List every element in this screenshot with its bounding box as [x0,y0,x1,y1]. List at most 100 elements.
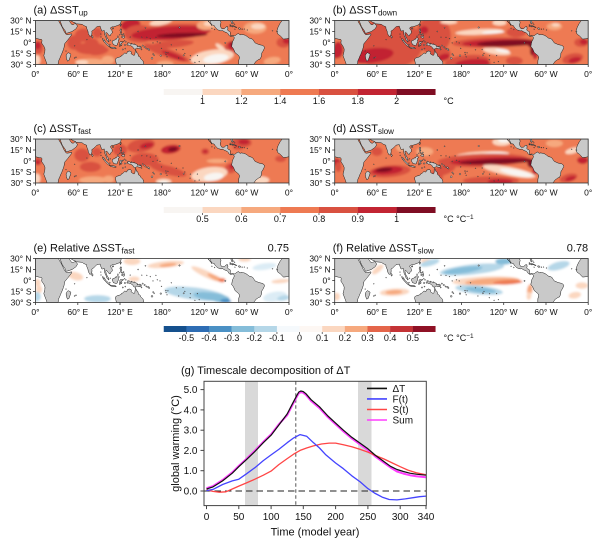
svg-text:60° W: 60° W [235,69,258,79]
svg-text:1.0: 1.0 [184,466,198,477]
svg-text:0°: 0° [23,275,31,285]
svg-text:-0.5: -0.5 [179,333,195,343]
svg-text:15° N: 15° N [309,264,330,274]
svg-text:60° W: 60° W [534,187,557,197]
svg-text:180°: 180° [453,69,471,79]
svg-text:120° W: 120° W [490,307,518,317]
svg-text:60° E: 60° E [366,69,387,79]
svg-text:60° W: 60° W [534,307,557,317]
svg-text:150: 150 [295,512,312,523]
svg-text:1: 1 [394,214,399,224]
svg-text:2.0: 2.0 [184,446,198,457]
svg-text:340: 340 [418,512,435,523]
svg-text:100: 100 [263,512,280,523]
svg-text:0°: 0° [31,307,39,317]
svg-text:(g) Timescale decomposition of: (g) Timescale decomposition of ΔT [181,365,351,377]
svg-text:0.7: 0.7 [274,214,287,224]
svg-text:1.6: 1.6 [313,96,326,106]
svg-text:120° W: 120° W [490,69,518,79]
svg-text:30° N: 30° N [10,134,31,144]
svg-text:Time (model year): Time (model year) [271,527,360,539]
svg-text:120° W: 120° W [191,307,219,317]
svg-text:(a) ΔSSTup: (a) ΔSSTup [34,5,89,18]
svg-text:180°: 180° [453,307,471,317]
svg-text:1.4: 1.4 [274,96,287,106]
svg-text:15° S: 15° S [11,286,32,296]
svg-text:(c) ΔSSTfast: (c) ΔSSTfast [34,123,92,136]
svg-text:5.0: 5.0 [184,385,198,396]
svg-text:180°: 180° [453,187,471,197]
svg-text:0°: 0° [323,275,331,285]
svg-text:15° S: 15° S [310,167,331,177]
svg-text:60° E: 60° E [67,187,88,197]
svg-text:15° N: 15° N [10,26,31,36]
svg-text:0.2: 0.2 [339,333,352,343]
svg-text:0.9: 0.9 [352,214,365,224]
svg-text:60° E: 60° E [366,187,387,197]
svg-text:15° S: 15° S [310,286,331,296]
svg-text:15° N: 15° N [10,145,31,155]
svg-text:0°: 0° [584,69,592,79]
svg-text:60° W: 60° W [235,187,258,197]
svg-text:°C °C−1: °C °C−1 [444,214,474,224]
svg-text:0°: 0° [584,307,592,317]
svg-text:-0.4: -0.4 [201,333,217,343]
svg-text:30° S: 30° S [11,297,32,307]
svg-text:120° E: 120° E [406,69,432,79]
svg-text:(f) Relative ΔSSTslow: (f) Relative ΔSSTslow [333,243,434,256]
svg-text:2: 2 [394,96,399,106]
svg-text:0°: 0° [331,307,339,317]
svg-text:0°: 0° [23,37,31,47]
svg-text:120° E: 120° E [107,187,133,197]
svg-text:°C °C−1: °C °C−1 [444,333,474,343]
svg-text:30° N: 30° N [309,134,330,144]
svg-text:15° N: 15° N [309,26,330,36]
svg-text:180°: 180° [153,69,171,79]
svg-text:30° N: 30° N [309,253,330,263]
svg-text:0.5: 0.5 [407,333,420,343]
svg-text:0.75: 0.75 [268,243,289,255]
svg-text:°C: °C [444,96,455,106]
svg-text:0°: 0° [331,187,339,197]
svg-text:0.4: 0.4 [384,333,397,343]
svg-text:3.0: 3.0 [184,426,198,437]
svg-text:0°: 0° [285,69,293,79]
svg-text:180°: 180° [153,187,171,197]
svg-text:30° N: 30° N [309,15,330,25]
svg-text:30° S: 30° S [11,178,32,188]
svg-text:-0.1: -0.1 [269,333,285,343]
svg-text:1.8: 1.8 [352,96,365,106]
svg-text:0.1: 0.1 [316,333,329,343]
svg-text:120° E: 120° E [406,187,432,197]
svg-text:300: 300 [392,512,409,523]
svg-text:120° W: 120° W [191,69,219,79]
svg-text:F(t): F(t) [393,394,409,405]
svg-text:60° W: 60° W [235,307,258,317]
svg-text:0°: 0° [285,307,293,317]
svg-text:0: 0 [297,333,302,343]
svg-text:120° W: 120° W [191,187,219,197]
svg-text:0.0: 0.0 [184,487,198,498]
svg-text:0°: 0° [584,187,592,197]
svg-text:(b) ΔSSTdown: (b) ΔSSTdown [333,5,397,18]
svg-text:1: 1 [200,96,205,106]
svg-text:-0.2: -0.2 [247,333,263,343]
svg-text:15° S: 15° S [11,48,32,58]
svg-text:0: 0 [204,512,210,523]
svg-text:60° E: 60° E [67,69,88,79]
svg-text:0°: 0° [23,156,31,166]
svg-text:0°: 0° [285,187,293,197]
svg-text:30° S: 30° S [310,59,331,69]
svg-text:-0.3: -0.3 [224,333,240,343]
svg-text:0°: 0° [331,69,339,79]
svg-text:30° N: 30° N [10,253,31,263]
svg-text:250: 250 [360,512,377,523]
svg-text:15° N: 15° N [309,145,330,155]
svg-text:0°: 0° [31,187,39,197]
svg-text:120° E: 120° E [107,69,133,79]
svg-text:50: 50 [233,512,245,523]
svg-text:15° S: 15° S [11,167,32,177]
svg-text:120° E: 120° E [107,307,133,317]
svg-text:30° S: 30° S [310,297,331,307]
svg-text:0.78: 0.78 [567,243,588,255]
